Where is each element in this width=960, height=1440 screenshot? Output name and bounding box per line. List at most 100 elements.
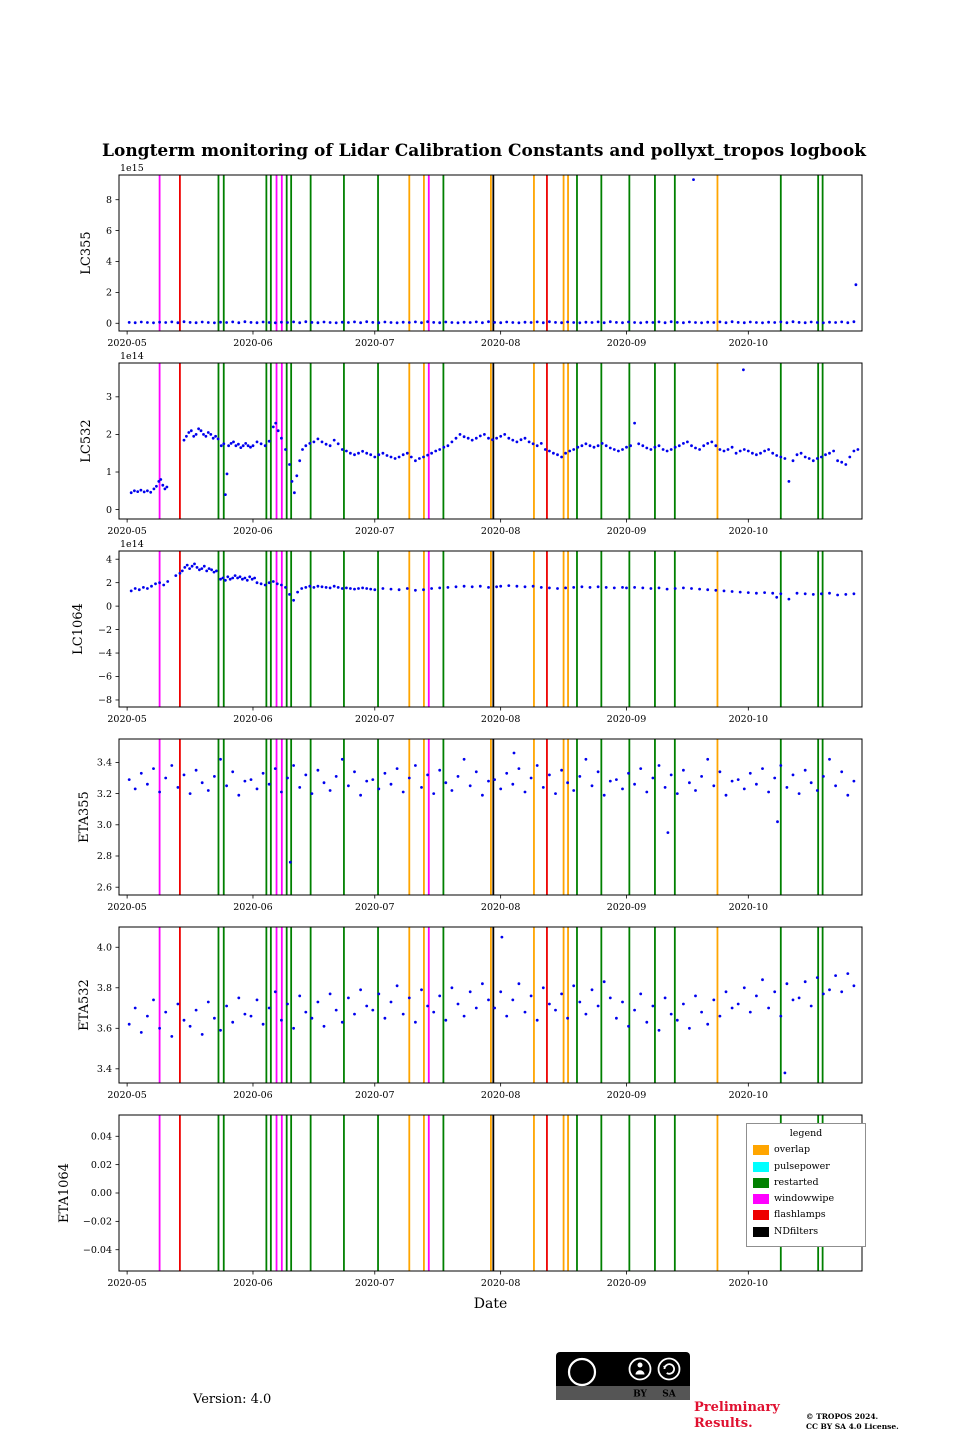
data-point — [602, 793, 606, 797]
data-point — [499, 990, 503, 994]
x-tick-label: 2020-07 — [355, 902, 394, 913]
x-tick-label: 2020-10 — [729, 338, 768, 349]
data-point — [395, 984, 399, 988]
y-tick-label: 1 — [106, 467, 112, 478]
data-point — [665, 587, 669, 591]
data-point — [271, 425, 275, 429]
data-point — [414, 764, 417, 767]
data-point — [146, 489, 149, 493]
data-point — [286, 321, 289, 324]
data-point — [787, 480, 791, 483]
data-point — [700, 321, 703, 325]
data-point — [219, 1028, 222, 1032]
data-point — [566, 1016, 569, 1020]
data-point — [359, 321, 362, 325]
data-point — [245, 578, 249, 582]
subplot-ETA355: 2.6 2.8 3.0 3.2 3.4 2020-05 2020-06 2020-07 2020… — [77, 738, 863, 913]
data-point — [328, 444, 332, 448]
data-point — [290, 480, 294, 483]
data-point — [834, 321, 837, 324]
data-point — [663, 321, 667, 325]
data-point — [844, 463, 848, 466]
data-point — [298, 321, 302, 325]
y-tick-label: 0.04 — [91, 1131, 112, 1142]
data-point — [359, 793, 362, 797]
data-point — [675, 792, 679, 795]
data-point — [365, 451, 369, 455]
data-point — [608, 320, 612, 324]
data-point — [742, 787, 746, 791]
data-point — [200, 567, 204, 570]
figure-title: Longterm monitoring of Lidar Calibration… — [102, 141, 866, 161]
data-point — [219, 444, 223, 448]
data-point — [259, 442, 263, 446]
data-point — [458, 433, 462, 436]
scatter-points — [127, 178, 858, 325]
data-point — [722, 589, 726, 593]
x-tick-label: 2020-05 — [107, 902, 146, 913]
data-point — [493, 1006, 496, 1010]
data-point — [159, 478, 163, 481]
data-point — [487, 998, 490, 1002]
data-point — [578, 775, 582, 778]
data-point — [519, 438, 523, 442]
data-point — [645, 320, 649, 324]
data-point — [225, 1004, 229, 1008]
data-point — [420, 321, 423, 325]
data-point — [273, 321, 277, 325]
event-lines — [158, 927, 824, 1083]
data-point — [517, 767, 521, 770]
data-point — [785, 786, 789, 789]
data-point — [213, 321, 216, 325]
data-point — [775, 454, 779, 457]
restarted-swatch-icon — [753, 1177, 769, 1188]
legend-label: overlap — [774, 1144, 811, 1156]
data-point — [365, 320, 369, 324]
cc-license-badge: CC BY SA — [556, 1352, 690, 1400]
data-point — [373, 455, 377, 459]
data-point — [807, 457, 811, 460]
data-point — [633, 1008, 636, 1012]
data-point — [608, 996, 612, 1000]
y-tick-label: 3.4 — [97, 1064, 112, 1075]
data-point — [127, 1022, 131, 1026]
legend-item-restarted: restarted — [753, 1176, 859, 1190]
data-point — [418, 457, 421, 460]
data-point — [529, 776, 533, 780]
data-point — [276, 429, 280, 433]
data-point — [365, 779, 369, 783]
data-point — [836, 593, 839, 597]
data-point — [791, 459, 795, 463]
data-point — [617, 449, 620, 453]
x-tick-label: 2020-07 — [355, 1278, 394, 1289]
data-point — [361, 449, 364, 453]
data-point — [462, 584, 466, 588]
data-point — [809, 781, 813, 785]
data-point — [462, 320, 466, 324]
data-point — [755, 321, 758, 324]
data-point — [215, 569, 218, 573]
data-point — [219, 320, 222, 324]
data-point — [675, 321, 679, 324]
data-point — [824, 453, 827, 457]
data-point — [414, 1020, 417, 1024]
data-point — [548, 1002, 551, 1006]
data-point — [710, 440, 714, 444]
data-point — [409, 455, 413, 459]
data-point — [722, 449, 726, 453]
pulsepower-swatch-icon — [753, 1161, 769, 1172]
data-point — [523, 436, 527, 440]
legend-label: restarted — [774, 1176, 819, 1188]
y-tick-label: 2 — [106, 288, 112, 299]
data-point — [566, 781, 569, 785]
data-point — [304, 320, 308, 324]
data-point — [365, 587, 369, 590]
data-point — [645, 1020, 649, 1024]
data-point — [174, 574, 178, 577]
data-point — [288, 860, 292, 864]
data-point — [602, 980, 606, 984]
data-point — [239, 446, 243, 449]
data-point — [694, 789, 697, 792]
data-point — [590, 321, 594, 324]
data-point — [310, 1016, 314, 1020]
